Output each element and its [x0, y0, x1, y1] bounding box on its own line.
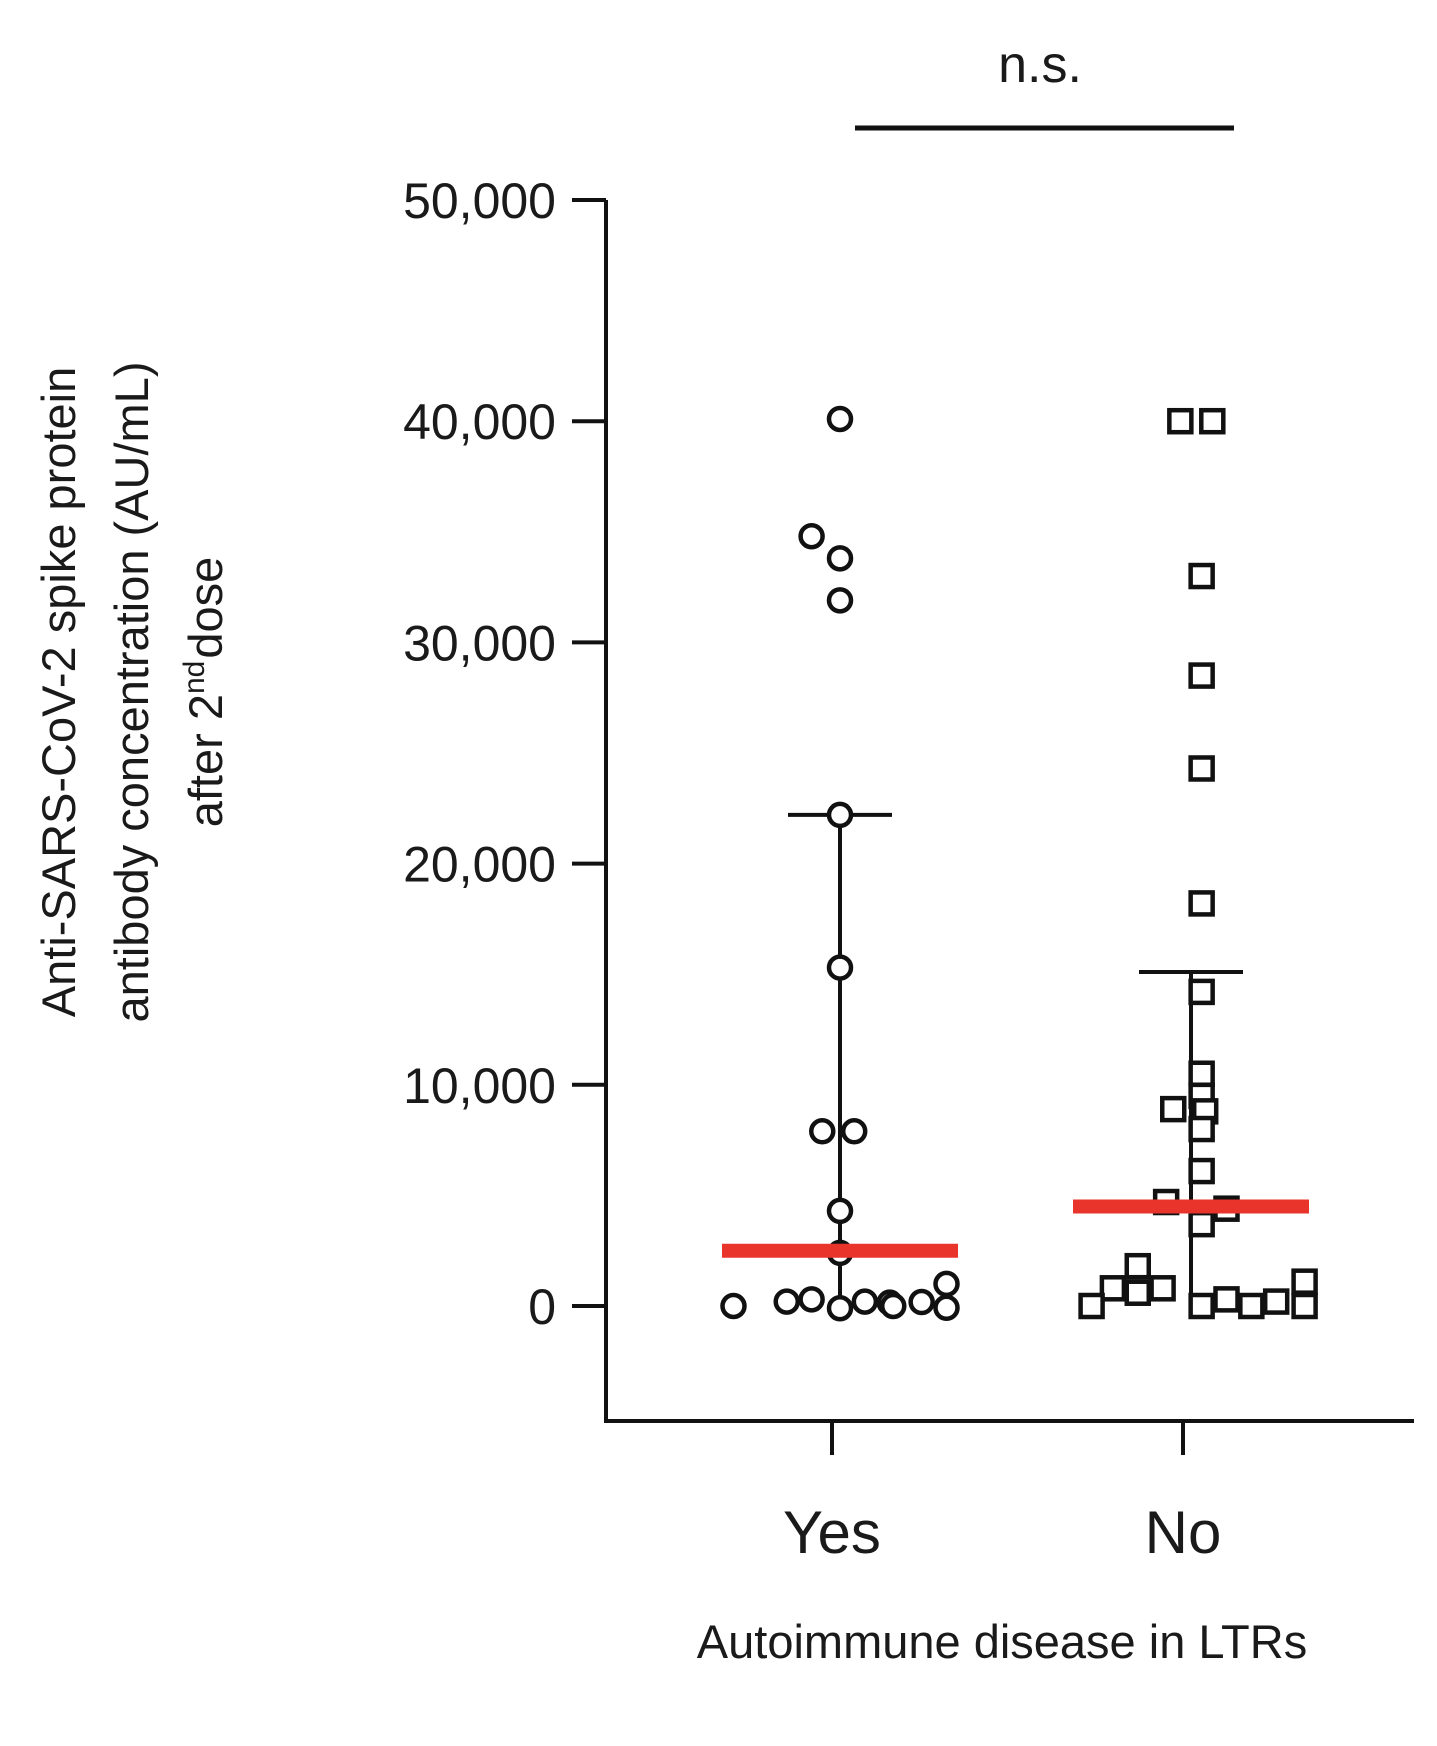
data-point-square: [1262, 1288, 1290, 1315]
data-point-circle: [826, 405, 854, 433]
data-point-square: [1078, 1292, 1105, 1320]
significance-label: n.s.: [998, 36, 1082, 94]
data-point-square: [1188, 662, 1215, 689]
data-point-circle: [798, 522, 825, 550]
data-point-circle: [773, 1288, 800, 1315]
data-point-circle: [933, 1294, 960, 1322]
y-tick-label: 10,000: [403, 1058, 556, 1114]
data-point-circle: [851, 1288, 879, 1315]
data-point-square: [1188, 1292, 1215, 1320]
data-points: [720, 405, 1318, 1322]
data-point-square: [1124, 1279, 1151, 1306]
data-point-square: [1213, 1286, 1240, 1313]
x-axis: Yes No: [604, 1419, 1414, 1566]
data-point-circle: [908, 1288, 935, 1316]
x-tick-label: Yes: [783, 1499, 881, 1566]
data-point-circle: [880, 1292, 907, 1320]
y-axis-title-line-1: Anti-SARS-CoV-2 spike protein: [32, 367, 85, 1017]
data-point-circle: [809, 1118, 836, 1145]
data-point-square: [1188, 755, 1215, 782]
data-point-circle: [826, 801, 854, 829]
data-point-circle: [720, 1292, 747, 1320]
data-point-square: [1188, 1157, 1215, 1185]
data-point-square: [1188, 1210, 1215, 1238]
x-tick-label: No: [1145, 1499, 1222, 1566]
y-tick-label: 0: [528, 1279, 556, 1335]
data-point-square: [1160, 1095, 1187, 1123]
median-lines: [722, 1199, 1309, 1258]
data-point-square: [1238, 1292, 1265, 1320]
significance-annotation: n.s.: [855, 36, 1234, 131]
y-axis-title-superscript: nd: [178, 661, 211, 694]
error-bars: [788, 812, 1243, 1306]
x-axis-title: Autoimmune disease in LTRs: [697, 1615, 1307, 1668]
data-point-circle: [826, 545, 854, 572]
data-point-square: [1188, 978, 1215, 1006]
data-point-square: [1188, 1115, 1215, 1143]
data-point-square: [1291, 1268, 1318, 1295]
y-axis-title-after: after 2: [179, 694, 232, 827]
data-point-circle: [840, 1118, 868, 1145]
data-point-square: [1099, 1275, 1127, 1302]
data-point-circle: [826, 954, 854, 981]
data-point-square: [1199, 407, 1226, 435]
data-point-circle: [798, 1286, 825, 1313]
data-point-square: [1291, 1292, 1318, 1320]
data-point-square: [1188, 890, 1215, 917]
y-tick-label: 30,000: [403, 615, 556, 671]
y-tick-label: 40,000: [403, 394, 556, 450]
data-point-circle: [826, 1197, 854, 1225]
data-point-square: [1167, 407, 1194, 435]
data-point-circle: [826, 1294, 854, 1322]
data-point-square: [1188, 562, 1215, 590]
y-tick-label: 50,000: [403, 173, 556, 229]
data-point-circle: [933, 1270, 960, 1298]
y-axis-title-line-3: after 2nddose: [178, 557, 232, 828]
data-point-square: [1149, 1275, 1176, 1302]
y-axis-title-dose: dose: [179, 557, 232, 659]
y-axis-title: Anti-SARS-CoV-2 spike protein antibody c…: [32, 362, 232, 1023]
y-tick-label: 20,000: [403, 837, 556, 893]
y-axis: 0 10,000 20,000 30,000 40,000 50,000: [403, 173, 608, 1422]
y-axis-title-line-2: antibody concentration (AU/mL): [105, 362, 158, 1023]
data-point-circle: [826, 587, 854, 614]
data-point-square: [1124, 1252, 1151, 1280]
data-point-square: [1188, 1060, 1215, 1087]
